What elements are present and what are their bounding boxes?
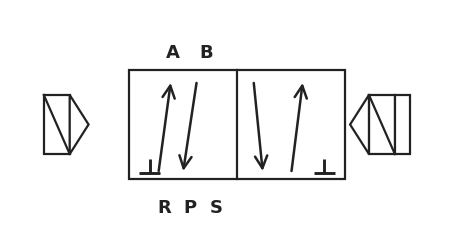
- Polygon shape: [70, 95, 89, 154]
- Bar: [44, 95, 70, 154]
- Text: A: A: [165, 44, 179, 62]
- Bar: [395, 95, 410, 154]
- Text: P: P: [183, 199, 196, 217]
- Text: R: R: [157, 199, 171, 217]
- Polygon shape: [350, 95, 369, 154]
- Text: S: S: [210, 199, 222, 217]
- Bar: [369, 95, 395, 154]
- Bar: [128, 70, 346, 179]
- Text: B: B: [200, 44, 213, 62]
